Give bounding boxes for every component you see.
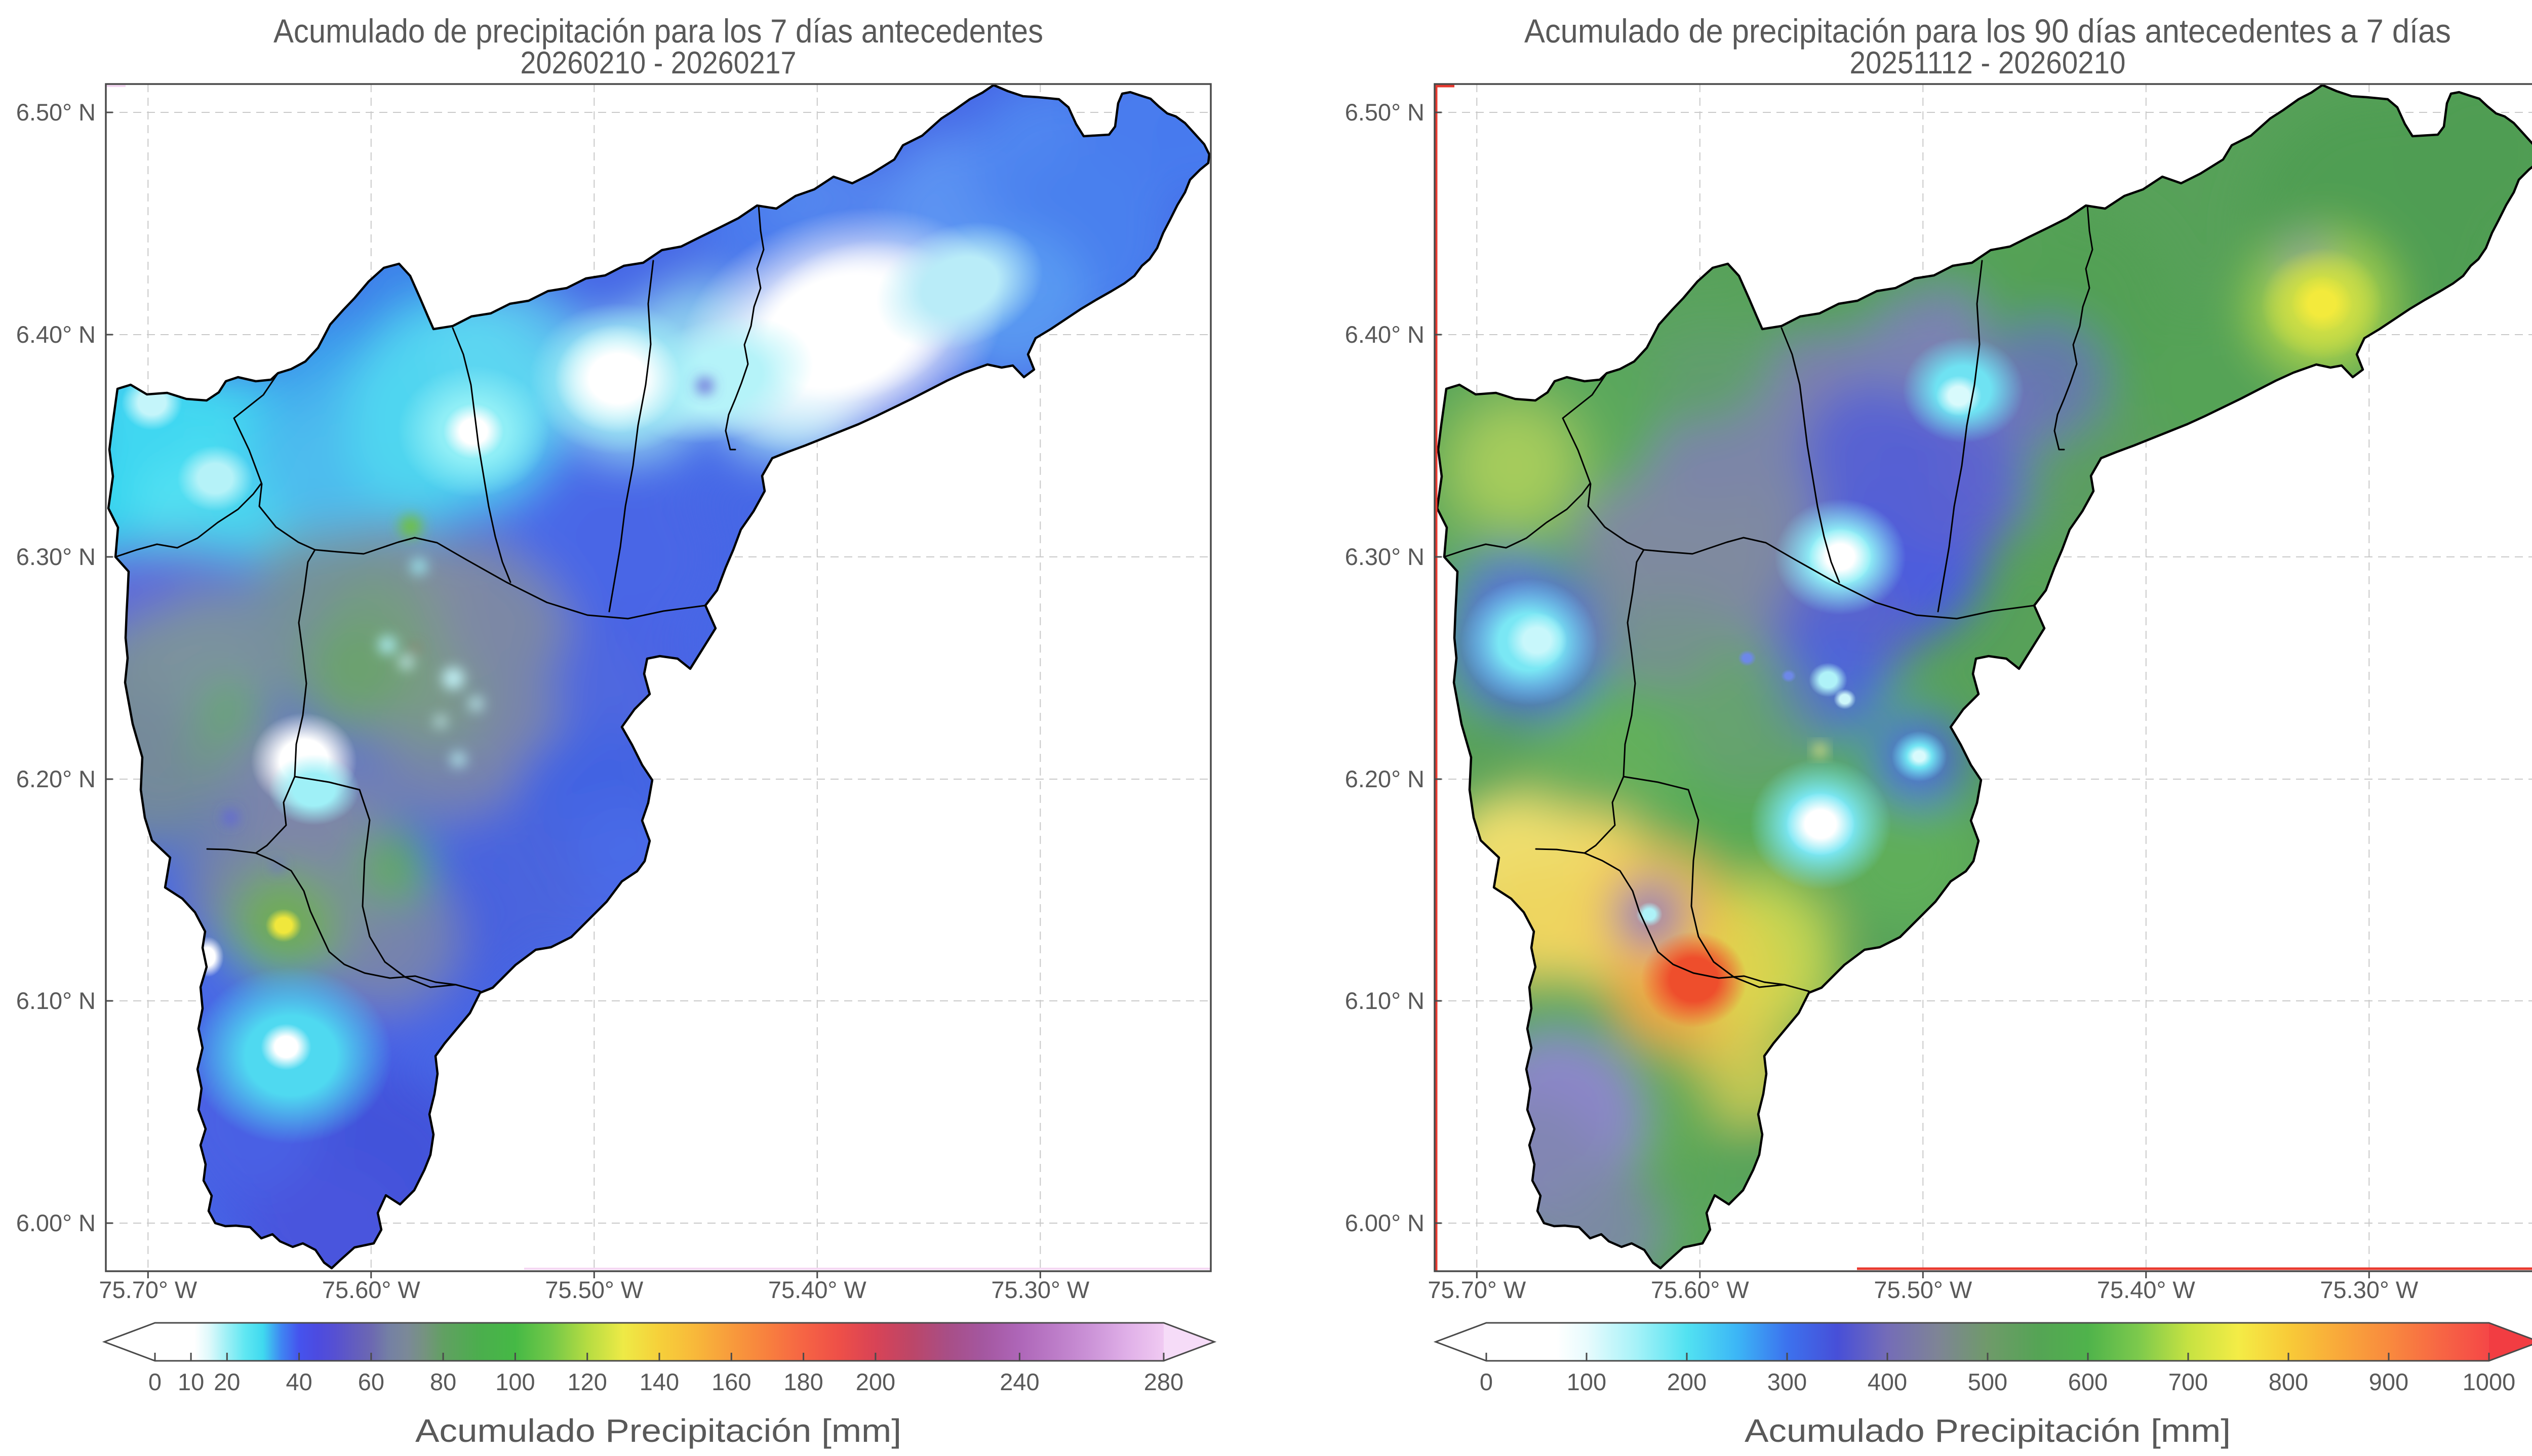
svg-text:80: 80 (430, 1368, 456, 1395)
svg-text:500: 500 (1968, 1368, 2007, 1395)
svg-text:200: 200 (856, 1368, 895, 1395)
svg-text:0: 0 (148, 1368, 162, 1395)
svg-text:120: 120 (567, 1368, 607, 1395)
svg-text:160: 160 (711, 1368, 751, 1395)
svg-text:Acumulado Precipitación [mm]: Acumulado Precipitación [mm] (415, 1412, 901, 1449)
svg-text:75.60° W: 75.60° W (322, 1276, 420, 1303)
svg-text:240: 240 (1000, 1368, 1039, 1395)
svg-text:200: 200 (1667, 1368, 1707, 1395)
svg-text:1000: 1000 (2463, 1368, 2516, 1395)
svg-text:180: 180 (783, 1368, 823, 1395)
svg-text:60: 60 (358, 1368, 384, 1395)
svg-text:75.70° W: 75.70° W (1428, 1276, 1526, 1303)
svg-text:6.30° N: 6.30° N (16, 543, 96, 570)
svg-text:6.20° N: 6.20° N (1345, 765, 1425, 792)
svg-text:6.30° N: 6.30° N (1345, 543, 1425, 570)
svg-text:900: 900 (2369, 1368, 2408, 1395)
svg-text:6.10° N: 6.10° N (16, 987, 96, 1014)
svg-text:6.00° N: 6.00° N (1345, 1209, 1425, 1236)
svg-text:140: 140 (640, 1368, 679, 1395)
svg-text:10: 10 (178, 1368, 204, 1395)
svg-text:Acumulado de precipitación par: Acumulado de precipitación para los 7 dí… (273, 12, 1043, 50)
svg-text:Acumulado de precipitación par: Acumulado de precipitación para los 90 d… (1524, 12, 2451, 50)
svg-text:280: 280 (1144, 1368, 1183, 1395)
svg-text:75.30° W: 75.30° W (2320, 1276, 2418, 1303)
svg-text:75.50° W: 75.50° W (1874, 1276, 1972, 1303)
svg-text:800: 800 (2269, 1368, 2308, 1395)
svg-text:20260210 - 20260217: 20260210 - 20260217 (521, 46, 797, 80)
svg-text:6.50° N: 6.50° N (16, 99, 96, 126)
svg-text:40: 40 (286, 1368, 312, 1395)
svg-text:6.40° N: 6.40° N (16, 321, 96, 348)
svg-text:75.60° W: 75.60° W (1651, 1276, 1749, 1303)
svg-text:400: 400 (1868, 1368, 1907, 1395)
svg-text:75.50° W: 75.50° W (545, 1276, 643, 1303)
svg-text:700: 700 (2168, 1368, 2208, 1395)
svg-text:Acumulado Precipitación [mm]: Acumulado Precipitación [mm] (1745, 1412, 2231, 1449)
svg-text:6.20° N: 6.20° N (16, 765, 96, 792)
svg-text:75.30° W: 75.30° W (991, 1276, 1089, 1303)
svg-text:20: 20 (214, 1368, 240, 1395)
svg-text:100: 100 (495, 1368, 535, 1395)
svg-text:6.40° N: 6.40° N (1345, 321, 1425, 348)
svg-text:300: 300 (1767, 1368, 1807, 1395)
svg-text:6.10° N: 6.10° N (1345, 987, 1425, 1014)
svg-text:100: 100 (1567, 1368, 1606, 1395)
svg-text:6.00° N: 6.00° N (16, 1209, 96, 1236)
svg-text:75.40° W: 75.40° W (768, 1276, 866, 1303)
svg-text:75.70° W: 75.70° W (99, 1276, 197, 1303)
svg-text:600: 600 (2068, 1368, 2108, 1395)
svg-text:6.50° N: 6.50° N (1345, 99, 1425, 126)
svg-text:75.40° W: 75.40° W (2097, 1276, 2195, 1303)
svg-text:20251112 - 20260210: 20251112 - 20260210 (1850, 46, 2126, 80)
svg-text:0: 0 (1480, 1368, 1493, 1395)
